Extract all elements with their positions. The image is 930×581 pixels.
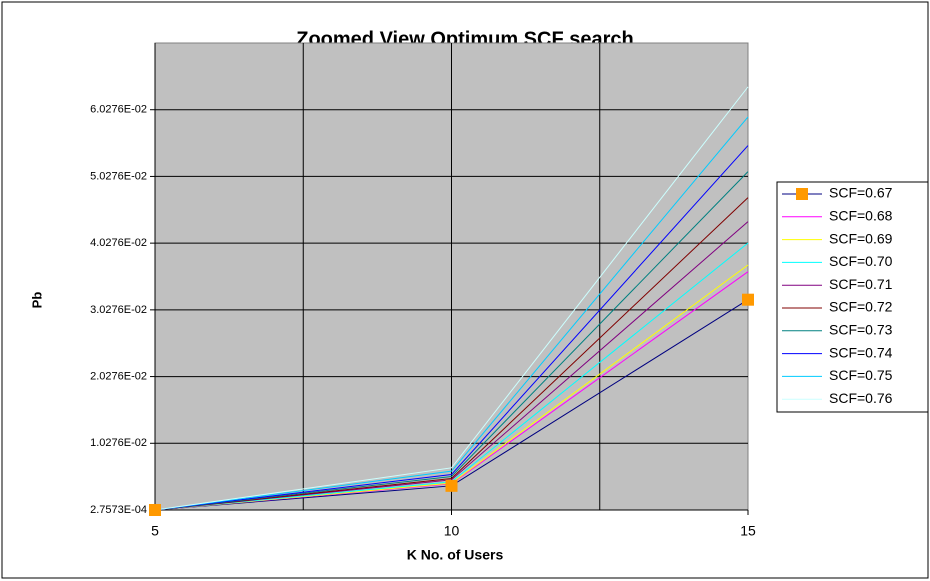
legend-label: SCF=0.76 <box>829 390 893 406</box>
legend-label: SCF=0.75 <box>829 367 893 383</box>
series-line <box>154 116 749 511</box>
series-line <box>154 171 749 511</box>
legend-label: SCF=0.74 <box>829 344 893 360</box>
series-line <box>154 145 749 511</box>
y-tick-label: 6.0276E-02 <box>90 104 147 116</box>
legend-box <box>776 181 929 413</box>
data-point <box>445 479 458 492</box>
data-point <box>742 293 754 306</box>
y-tick-label: 2.7573E-04 <box>90 504 147 516</box>
y-tick-label: 2.0276E-02 <box>90 370 147 382</box>
legend-label: SCF=0.70 <box>829 253 893 269</box>
legend-label: SCF=0.73 <box>829 322 893 338</box>
legend-label: SCF=0.69 <box>829 230 893 246</box>
legend-label: SCF=0.68 <box>829 208 893 224</box>
x-tick-label: 15 <box>740 523 756 539</box>
legend-marker <box>796 188 808 200</box>
legend-label: SCF=0.71 <box>829 276 893 292</box>
legend-label: SCF=0.67 <box>829 185 893 201</box>
y-tick-label: 5.0276E-02 <box>90 170 147 182</box>
data-point <box>149 504 161 516</box>
legend-label: SCF=0.72 <box>829 299 893 315</box>
y-tick-label: 1.0276E-02 <box>90 437 147 449</box>
x-axis-label: K No. of Users <box>407 547 504 563</box>
y-axis-label: Pb <box>29 292 44 309</box>
series-line <box>154 197 749 511</box>
series-line <box>154 86 749 511</box>
y-tick-label: 3.0276E-02 <box>90 304 147 316</box>
y-tick-label: 4.0276E-02 <box>90 237 147 249</box>
x-tick-label: 10 <box>444 523 460 539</box>
x-tick-label: 5 <box>151 523 159 539</box>
